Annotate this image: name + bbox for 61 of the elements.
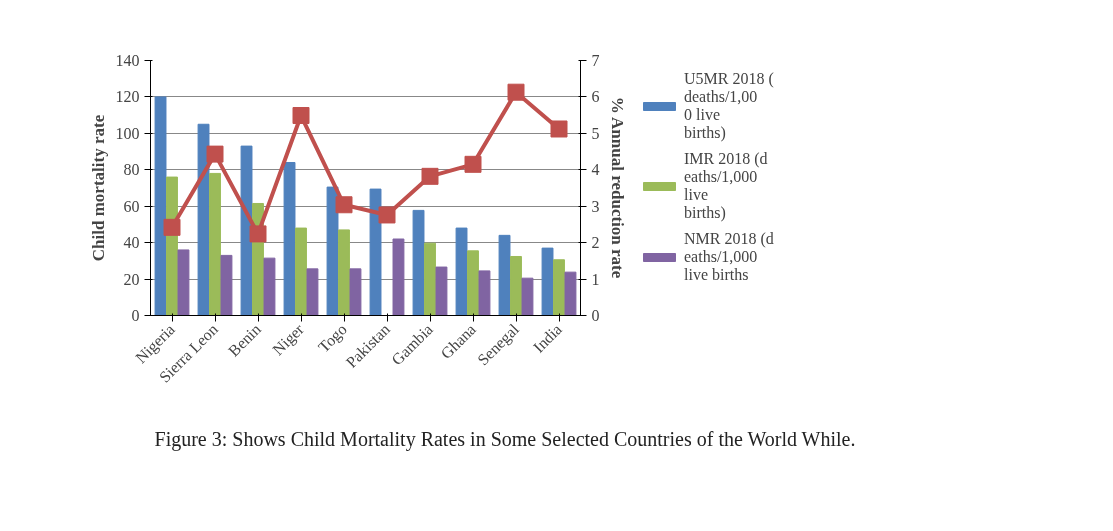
y-tick-label: 0 bbox=[131, 307, 140, 324]
y2-tick-label: 7 bbox=[591, 52, 600, 69]
bar bbox=[412, 209, 425, 316]
y-axis-title: Child mortality rate bbox=[88, 114, 108, 262]
bar bbox=[306, 268, 319, 316]
point bbox=[292, 107, 310, 125]
point bbox=[163, 218, 181, 236]
bar bbox=[541, 247, 554, 316]
y-tick-label: 80 bbox=[123, 161, 140, 179]
bar bbox=[521, 277, 534, 316]
bar bbox=[392, 238, 405, 316]
x-tick-label: India bbox=[529, 320, 566, 356]
bar bbox=[564, 271, 577, 316]
y-tick-label: 60 bbox=[123, 197, 140, 215]
bar bbox=[240, 145, 253, 316]
point bbox=[507, 83, 525, 101]
bar bbox=[349, 268, 362, 316]
point bbox=[464, 155, 482, 173]
point bbox=[421, 167, 439, 185]
x-tick-label: Togo bbox=[314, 320, 351, 357]
point bbox=[249, 225, 267, 243]
y2-tick-label: 2 bbox=[591, 234, 600, 252]
text: Figure 3: Shows Child Mortality Rates in Some Selected Countries of the World While. bbox=[154, 427, 856, 453]
y2-tick-label: 6 bbox=[591, 88, 600, 106]
y-tick-label: 100 bbox=[115, 124, 140, 142]
point bbox=[378, 206, 396, 224]
y2-tick-label: 0 bbox=[591, 307, 600, 324]
y-tick-label: 140 bbox=[115, 52, 140, 69]
bar bbox=[369, 188, 382, 316]
bar bbox=[295, 227, 307, 316]
y2-tick-label: 3 bbox=[591, 197, 600, 215]
y2-tick-label: 4 bbox=[591, 161, 600, 179]
bar bbox=[435, 266, 448, 316]
y2-tick-label: 5 bbox=[591, 124, 600, 142]
bar bbox=[338, 229, 350, 316]
bar bbox=[326, 186, 339, 316]
y-tick-label: 120 bbox=[115, 88, 140, 106]
legend-label: U5MR 2018 (deaths/1,000 live births) bbox=[684, 70, 774, 142]
y-tick-label: 40 bbox=[123, 234, 140, 252]
bar bbox=[283, 162, 296, 316]
legend-label: NMR 2018 (deaths/1,000 live births bbox=[684, 230, 774, 284]
point bbox=[206, 145, 224, 163]
bar bbox=[478, 270, 491, 316]
y2-tick-label: 1 bbox=[591, 270, 600, 288]
legend-label: IMR 2018 (deaths/1,000 live births) bbox=[684, 150, 768, 222]
bar bbox=[263, 257, 276, 316]
bar bbox=[197, 123, 210, 316]
bar bbox=[553, 259, 565, 316]
bar bbox=[220, 254, 233, 316]
bar bbox=[498, 234, 511, 316]
bar bbox=[455, 227, 468, 316]
y-tick-label: 20 bbox=[123, 270, 140, 288]
bar bbox=[154, 96, 167, 316]
y2-axis-title: % Annual reduction rate bbox=[607, 96, 627, 279]
bar bbox=[467, 250, 479, 316]
bar bbox=[510, 255, 522, 316]
bar bbox=[177, 249, 190, 316]
bar bbox=[209, 172, 221, 316]
point bbox=[550, 120, 568, 138]
bar bbox=[424, 242, 436, 316]
point bbox=[335, 196, 353, 214]
